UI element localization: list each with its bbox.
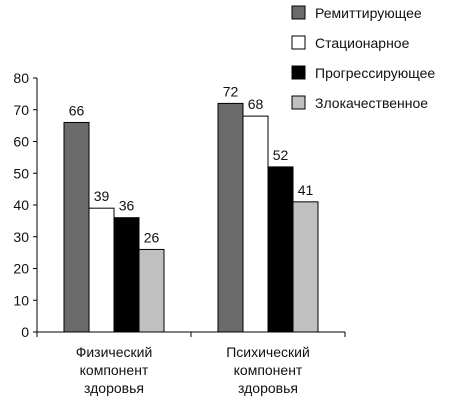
chart-bars (63, 102, 319, 333)
legend-label: Прогрессирующее (315, 65, 435, 81)
y-tick-label: 10 (13, 292, 29, 308)
legend-swatch (291, 95, 306, 110)
chart-axes: 0 10 20 30 40 50 60 70 80 (13, 70, 346, 340)
x-category-label: Психический компонент здоровья (226, 344, 310, 396)
y-tick-label: 50 (13, 165, 29, 181)
legend-swatch (291, 35, 306, 50)
legend-swatch (291, 5, 306, 20)
chart-legend: Ремиттирующее Стационарное Прогрессирующее… (291, 5, 435, 111)
bar-value-label: 41 (298, 182, 314, 198)
bar (88, 207, 115, 333)
bar (217, 102, 244, 333)
bar-value-label: 72 (223, 83, 239, 99)
y-tick-label: 60 (13, 134, 29, 150)
bar-value-label: 36 (119, 198, 135, 214)
y-tick-label: 40 (13, 197, 29, 213)
chart-data-labels: 66 39 36 26 72 68 52 41 (69, 83, 314, 245)
legend-swatch (291, 65, 306, 80)
bar (292, 201, 319, 333)
bar (63, 121, 90, 333)
bar-value-label: 52 (273, 147, 289, 163)
bar-value-label: 68 (248, 96, 264, 112)
y-tick-label: 30 (13, 229, 29, 245)
y-tick-label: 80 (13, 70, 29, 86)
legend-label: Злокачественное (315, 95, 428, 111)
legend-label: Стационарное (315, 35, 410, 51)
y-tick-label: 70 (13, 102, 29, 118)
bar (242, 115, 269, 333)
bar-value-label: 39 (94, 188, 110, 204)
y-tick-label: 0 (21, 324, 29, 340)
bar (138, 248, 165, 333)
bar (113, 217, 140, 333)
y-tick-label: 20 (13, 261, 29, 277)
x-category-label: Физический компонент здоровья (76, 344, 153, 396)
bar (267, 166, 294, 333)
bar-value-label: 26 (144, 229, 160, 245)
bar-value-label: 66 (69, 102, 85, 118)
legend-label: Ремиттирующее (315, 5, 422, 21)
chart-category-labels: Физический компонент здоровья Психический ко… (76, 344, 310, 396)
